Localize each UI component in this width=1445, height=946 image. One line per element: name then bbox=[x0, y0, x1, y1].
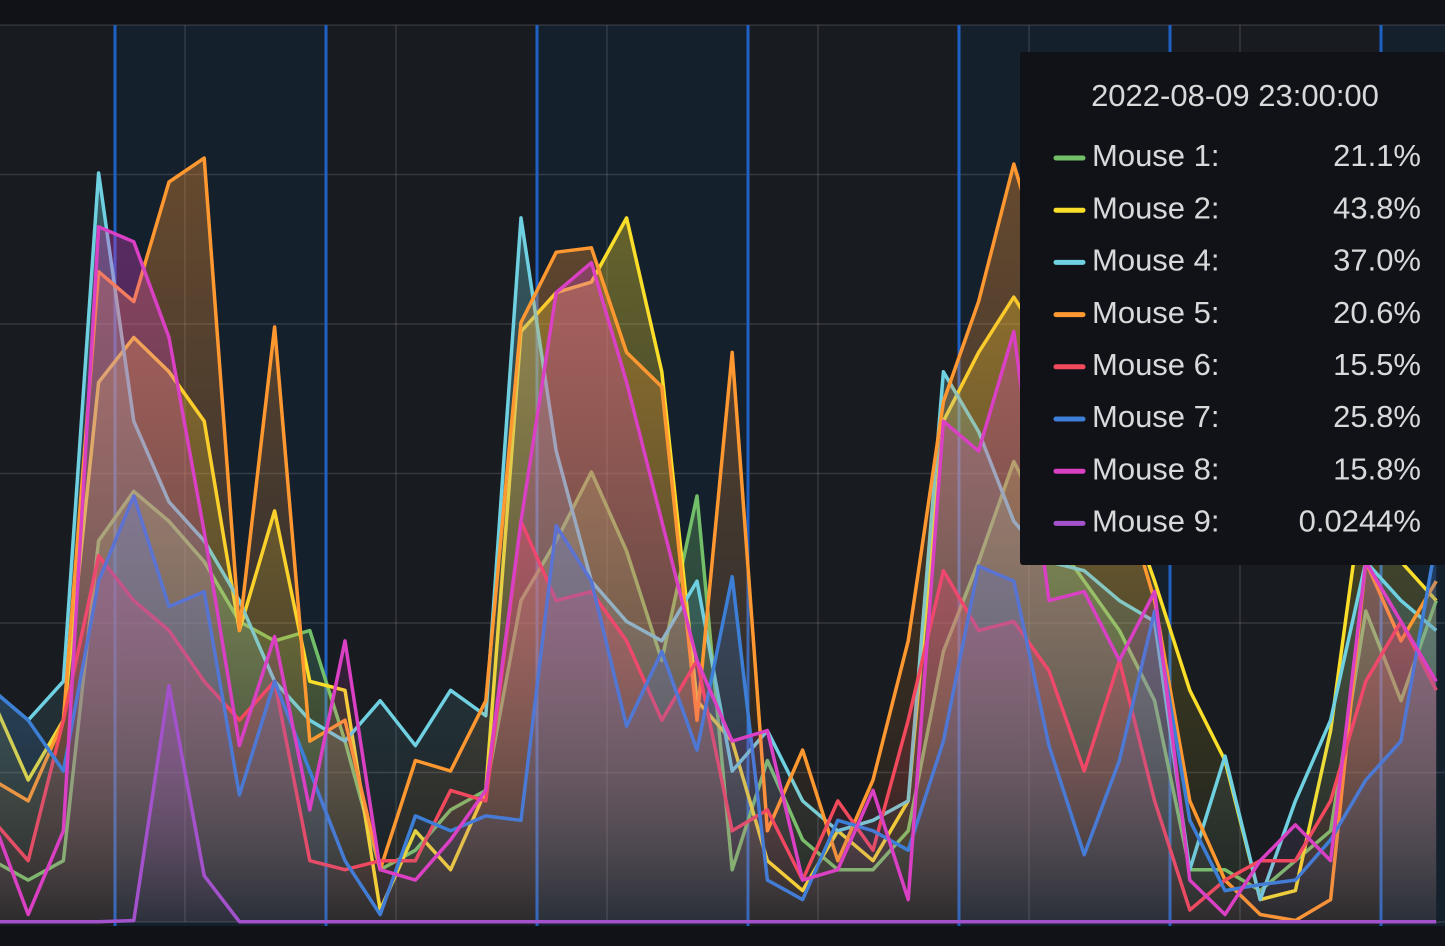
series-area bbox=[0, 685, 1437, 922]
tooltip-value: 43.8% bbox=[1333, 190, 1421, 225]
legend-label: Mouse 5: bbox=[1092, 295, 1220, 330]
legend-label: Mouse 2: bbox=[1092, 190, 1220, 225]
legend-label: Mouse 6: bbox=[1092, 347, 1220, 382]
series-line bbox=[0, 684, 1437, 924]
legend-label: Mouse 1: bbox=[1092, 138, 1220, 173]
bottom-bar bbox=[0, 926, 1445, 946]
tooltip-value: 20.6% bbox=[1333, 295, 1421, 330]
top-bar bbox=[0, 0, 1445, 25]
legend-label: Mouse 9: bbox=[1092, 504, 1220, 539]
tooltip-value: 0.0244% bbox=[1299, 504, 1421, 539]
legend-label: Mouse 7: bbox=[1092, 399, 1220, 434]
legend-label: Mouse 4: bbox=[1092, 243, 1220, 278]
tooltip-value: 21.1% bbox=[1333, 138, 1421, 173]
tooltip-value: 37.0% bbox=[1333, 243, 1421, 278]
tooltip: 2022-08-09 23:00:00 Mouse 1: 21.1% Mouse 2… bbox=[1020, 52, 1445, 565]
legend-label: Mouse 8: bbox=[1092, 451, 1220, 486]
series-line bbox=[0, 156, 1438, 923]
tooltip-value: 15.8% bbox=[1333, 451, 1421, 486]
series-line bbox=[0, 225, 1438, 917]
series-area bbox=[0, 226, 1437, 922]
tooltip-box bbox=[1020, 52, 1445, 565]
tooltip-value: 25.8% bbox=[1333, 399, 1421, 434]
tooltip-value: 15.5% bbox=[1333, 347, 1421, 382]
tooltip-title: 2022-08-09 23:00:00 bbox=[1091, 78, 1379, 113]
